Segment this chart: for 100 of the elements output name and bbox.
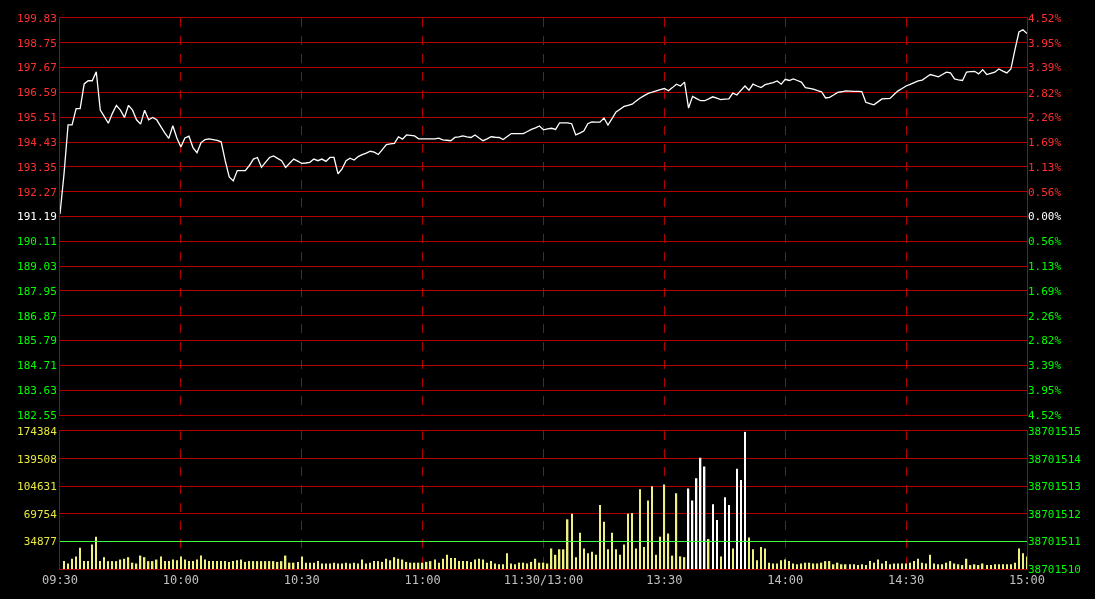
bar bbox=[635, 548, 637, 569]
y2-tick-label: 1.69% bbox=[1028, 284, 1062, 298]
y-tick-label: 69754 bbox=[23, 507, 58, 521]
bar bbox=[800, 563, 803, 569]
bar bbox=[87, 561, 89, 569]
bar bbox=[873, 562, 875, 569]
bar bbox=[99, 561, 101, 569]
bar bbox=[361, 559, 363, 569]
bar bbox=[611, 532, 613, 569]
y-tick-label: 191.19 bbox=[17, 210, 57, 224]
bar bbox=[184, 559, 186, 569]
bar bbox=[937, 564, 940, 569]
bar bbox=[369, 562, 371, 569]
y-tick-label: 182.55 bbox=[17, 408, 57, 422]
y-tick-label: 193.35 bbox=[17, 160, 57, 174]
bar bbox=[67, 563, 69, 569]
y-tick-label: 139508 bbox=[17, 452, 57, 466]
bar bbox=[220, 561, 222, 569]
bar bbox=[720, 556, 722, 569]
bar bbox=[385, 558, 388, 569]
bar bbox=[160, 556, 162, 569]
bar bbox=[534, 558, 537, 569]
y2-tick-label: 3.39% bbox=[1028, 359, 1062, 373]
bar bbox=[127, 557, 130, 569]
bar bbox=[176, 560, 178, 569]
bar bbox=[95, 536, 97, 569]
bar bbox=[885, 561, 887, 569]
bar bbox=[550, 548, 553, 569]
bar bbox=[260, 561, 263, 569]
bar bbox=[627, 513, 629, 569]
y-tick-label: 195.51 bbox=[17, 111, 57, 125]
y-tick-label: 185.79 bbox=[17, 334, 57, 348]
bar bbox=[478, 558, 480, 569]
bar bbox=[397, 558, 400, 569]
bar bbox=[941, 564, 944, 569]
y2-tick-label: 38701515 bbox=[1028, 425, 1081, 439]
y2-tick-label: 0.56% bbox=[1028, 185, 1062, 199]
y2-tick-label: 0.00% bbox=[1028, 210, 1062, 224]
y2-tick-label: 3.39% bbox=[1028, 61, 1062, 75]
bar bbox=[986, 565, 988, 569]
x-tick-label: 14:00 bbox=[767, 573, 804, 588]
bar bbox=[973, 564, 976, 569]
bar bbox=[79, 547, 81, 569]
bar bbox=[953, 563, 956, 569]
bar bbox=[252, 561, 255, 569]
bar bbox=[917, 558, 919, 569]
bar bbox=[119, 559, 122, 569]
bar bbox=[474, 559, 476, 569]
y2-tick-label: 38701513 bbox=[1028, 480, 1081, 494]
bar bbox=[998, 564, 1000, 569]
bar bbox=[353, 562, 355, 569]
y-tick-label: 197.67 bbox=[17, 61, 57, 75]
bar bbox=[615, 549, 617, 569]
bar bbox=[796, 564, 799, 569]
bar bbox=[341, 563, 343, 569]
bar bbox=[933, 563, 936, 569]
bar bbox=[200, 555, 202, 569]
y2-tick-label: 38701510 bbox=[1028, 562, 1081, 576]
y2-tick-label: 2.26% bbox=[1028, 111, 1062, 125]
bar bbox=[587, 553, 589, 569]
bar bbox=[728, 505, 730, 569]
bar bbox=[494, 563, 496, 569]
bar bbox=[905, 563, 907, 569]
bar bbox=[945, 562, 948, 569]
y-tick-label: 189.03 bbox=[17, 260, 57, 274]
bar bbox=[107, 561, 110, 569]
bar bbox=[732, 548, 734, 569]
bar bbox=[1010, 564, 1012, 569]
bar bbox=[490, 561, 492, 569]
x-tick-label: 09:30 bbox=[41, 573, 79, 588]
bar bbox=[1018, 548, 1020, 569]
bar bbox=[244, 561, 247, 569]
x-tick-label: 10:00 bbox=[162, 573, 199, 588]
y-tick-label: 186.87 bbox=[17, 309, 57, 323]
y2-tick-label: 0.56% bbox=[1028, 234, 1062, 248]
y-tick-label: 183.63 bbox=[17, 384, 57, 398]
bar bbox=[1006, 564, 1008, 569]
bar bbox=[772, 563, 774, 569]
y2-tick-label: 4.52% bbox=[1028, 408, 1062, 422]
y2-tick-label: 3.95% bbox=[1028, 383, 1062, 397]
bar bbox=[446, 554, 448, 569]
bar bbox=[764, 548, 766, 569]
bar bbox=[925, 563, 927, 569]
bar bbox=[816, 563, 819, 569]
bar bbox=[599, 505, 601, 569]
bar bbox=[994, 564, 996, 569]
bar bbox=[454, 557, 456, 569]
bar bbox=[853, 564, 855, 569]
x-tick-label: 13:30 bbox=[646, 573, 683, 588]
bar bbox=[780, 560, 782, 569]
bar bbox=[196, 559, 198, 569]
bar bbox=[208, 561, 210, 569]
bar bbox=[522, 562, 525, 569]
bar bbox=[466, 561, 468, 569]
bar bbox=[752, 549, 754, 569]
bar bbox=[442, 558, 444, 569]
bar bbox=[309, 562, 311, 569]
bar bbox=[647, 500, 649, 569]
bar bbox=[256, 561, 259, 569]
bar bbox=[75, 556, 77, 569]
